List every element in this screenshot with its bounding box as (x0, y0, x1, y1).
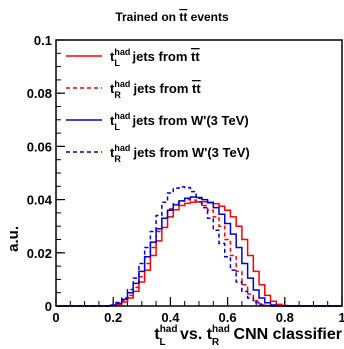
legend-tail: tt (191, 49, 200, 64)
legend-label-2: thad R jets from tt (110, 79, 201, 100)
x-tick-label: 0 (52, 310, 59, 325)
legend-sub: L (114, 122, 120, 132)
plot-frame (55, 39, 343, 307)
x-axis-label-rest: CNN classifier (229, 326, 342, 343)
chart-title-pre: Trained on (115, 10, 179, 24)
legend-text: jets from (129, 49, 191, 64)
y-axis-label: a.u. (5, 226, 22, 252)
legend-text: jets from W'(3 TeV) (129, 113, 249, 128)
x-tick-label: 0.2 (104, 310, 122, 325)
x-axis-label-had2: had (212, 324, 230, 335)
legend-t: t (110, 145, 115, 160)
series-line-4 (56, 186, 342, 307)
x-tick-label: 0.4 (161, 310, 180, 325)
chart-title-tt: tt (179, 10, 187, 24)
x-axis-label-L: L (159, 337, 165, 348)
y-tick-label: 0 (45, 299, 52, 314)
legend-t: t (110, 49, 115, 64)
legend-label-4: thad R jets from W'(3 TeV) (110, 143, 250, 164)
y-tick-label: 0.04 (27, 193, 53, 208)
legend-sub: R (114, 90, 121, 100)
axes: 0 0.2 0.4 0.6 0.8 1 0 0.02 0.04 0.06 0.08 0.1 (27, 33, 344, 325)
x-axis-label-t2: t (207, 326, 213, 343)
legend-sub: L (114, 58, 120, 68)
x-tick-label: 0.8 (276, 310, 294, 325)
y-tick-label: 0.06 (27, 139, 52, 154)
legend-label-1: thad L jets from tt (110, 47, 200, 68)
legend-sup: had (114, 79, 130, 89)
legend-text: jets from W'(3 TeV) (130, 145, 250, 160)
legend-sup: had (114, 111, 130, 121)
chart-title-post: events (187, 10, 229, 24)
chart-title: Trained on tt events (115, 10, 229, 24)
x-tick-label: 0.6 (219, 310, 237, 325)
x-axis-label-R: R (212, 337, 220, 348)
x-tick-label: 1 (338, 310, 344, 325)
legend-t: t (110, 113, 115, 128)
legend-text: jets from (130, 81, 192, 96)
legend-sup: had (114, 143, 130, 153)
legend-label-3: thad L jets from W'(3 TeV) (110, 111, 249, 132)
x-axis-label-vs: vs. (176, 326, 207, 343)
x-axis-label-had1: had (160, 324, 178, 335)
legend-sup: had (114, 47, 130, 57)
legend-tail: tt (192, 81, 201, 96)
y-tick-label: 0.1 (34, 33, 52, 48)
x-axis-label: thad L vs. thad R CNN classifier (154, 324, 342, 348)
y-tick-label: 0.08 (27, 86, 52, 101)
y-tick-label: 0.02 (27, 246, 52, 261)
x-axis-label-t1: t (154, 326, 160, 343)
legend-t: t (110, 81, 115, 96)
legend-sub: R (114, 154, 121, 164)
